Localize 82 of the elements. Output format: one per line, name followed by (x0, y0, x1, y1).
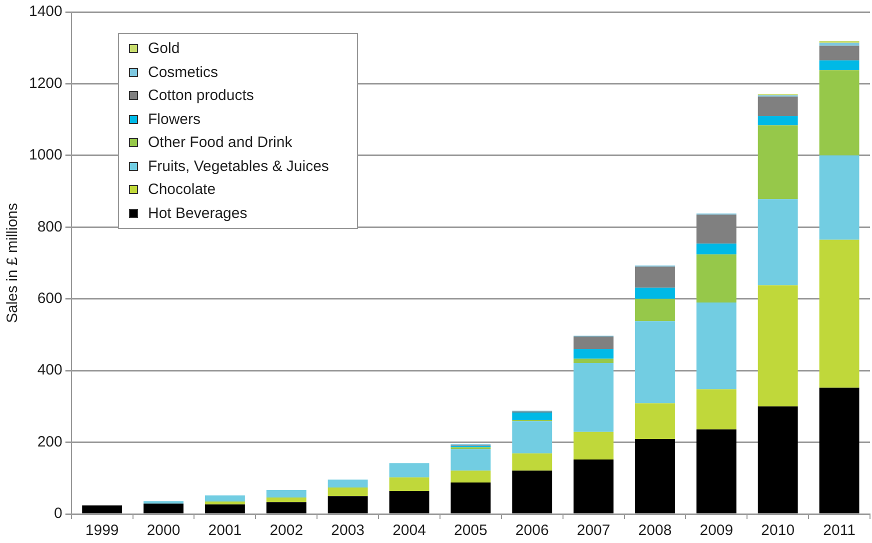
x-tick-label: 1999 (85, 522, 119, 540)
bar (574, 336, 614, 350)
bar (758, 285, 798, 406)
bar (389, 463, 430, 478)
bar (819, 388, 860, 514)
bar (512, 421, 552, 454)
x-tick-label: 2002 (270, 522, 304, 540)
y-tick-label: 1400 (28, 3, 62, 20)
bar (389, 477, 430, 492)
x-tick-label: 2003 (331, 522, 365, 540)
y-tick-label: 1200 (28, 74, 62, 92)
bar (512, 412, 552, 420)
legend-label: Fruits, Vegetables & Juices (148, 158, 329, 175)
y-axis-title: Sales in £ millions (4, 202, 22, 324)
bar (696, 244, 736, 254)
legend-label: Hot Beverages (148, 204, 248, 222)
x-tick-label: 2001 (208, 522, 242, 540)
x-tick-label: 2008 (638, 522, 672, 540)
bar (328, 496, 368, 514)
bar (512, 453, 552, 471)
x-tick-label: 2009 (700, 522, 734, 540)
legend-label: Chocolate (148, 181, 216, 198)
bar (819, 60, 860, 70)
bar (635, 288, 675, 299)
bar (819, 70, 860, 156)
bar (574, 358, 614, 364)
bar (635, 266, 675, 288)
bar (635, 439, 675, 514)
bar (144, 501, 184, 504)
bar (758, 125, 798, 200)
y-tick-label: 1000 (28, 146, 62, 164)
bar (696, 389, 736, 430)
x-tick-label: 2010 (761, 522, 795, 540)
legend-label: Cotton products (148, 87, 254, 104)
bar (512, 470, 552, 514)
bar (574, 432, 614, 460)
bar (574, 363, 614, 432)
bar (450, 449, 491, 471)
y-tick-label: 800 (37, 218, 62, 236)
bar (696, 214, 736, 244)
bar (574, 349, 614, 359)
x-tick-label: 2004 (392, 522, 426, 540)
bar (758, 96, 798, 116)
bar (450, 470, 491, 482)
bar (819, 46, 860, 60)
bar (635, 403, 675, 440)
bar (635, 321, 675, 404)
bar (635, 298, 675, 322)
bar (144, 504, 184, 514)
bar (758, 406, 798, 514)
legend-label: Other Food and Drink (148, 134, 292, 152)
bar (266, 498, 306, 502)
bar (389, 491, 430, 514)
bar (204, 495, 245, 502)
y-tick-label: 400 (37, 362, 62, 379)
bar (758, 199, 798, 286)
y-tick-label: 0 (54, 505, 62, 522)
y-tick-label: 200 (37, 433, 62, 450)
bar (696, 302, 736, 390)
bar (450, 482, 491, 514)
legend-label: Flowers (148, 110, 201, 128)
bar (758, 116, 798, 126)
x-tick-label: 2000 (146, 522, 180, 540)
bar (574, 459, 614, 514)
bar (266, 490, 306, 498)
bar (266, 502, 306, 514)
x-tick-label: 2005 (454, 522, 488, 540)
x-tick-label: 2007 (576, 522, 610, 540)
legend-label: Cosmetics (148, 64, 218, 81)
bar (204, 501, 245, 504)
bar (696, 429, 736, 514)
legend-label: Gold (148, 40, 180, 58)
bar (696, 254, 736, 302)
bar (328, 480, 368, 488)
y-tick-label: 600 (37, 290, 62, 307)
x-tick-label: 2011 (823, 522, 856, 540)
x-tick-label: 2006 (515, 522, 549, 540)
bar (328, 487, 368, 496)
bar (819, 240, 860, 388)
bar (82, 505, 122, 514)
bar (204, 504, 245, 514)
bar (819, 155, 860, 240)
